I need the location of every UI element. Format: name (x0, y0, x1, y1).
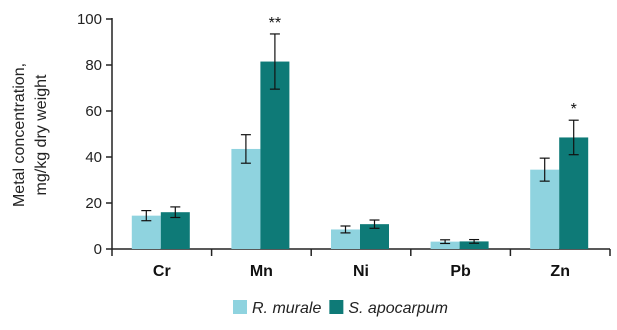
error-bar-mn-s-apocarpum (269, 33, 280, 90)
bar-pb-r-murale (430, 241, 460, 249)
x-tick-label-pb: Pb (450, 263, 471, 280)
y-tick-label-0: 0 (94, 241, 102, 258)
bar-zn-r-murale (530, 169, 560, 249)
significance-zn: * (571, 101, 577, 118)
x-tick-labels: Cr Mn Ni Pb Zn (153, 263, 570, 280)
legend-item-s-apocarpum: S. apocarpum (329, 300, 448, 317)
y-tick-label-20: 20 (85, 195, 102, 212)
bar-zn-s-apocarpum (559, 137, 589, 249)
legend-label: R. murale (252, 300, 321, 317)
y-axis-label-line-1: Metal concentration, (11, 63, 28, 207)
significance-mn: ** (269, 15, 281, 32)
legend-swatch (329, 300, 344, 314)
legend: R. murale S. apocarpum (233, 300, 448, 317)
x-tick-label-cr: Cr (153, 263, 171, 280)
significance-annotations: *** (269, 15, 577, 118)
error-bar-mn-r-murale (240, 134, 251, 164)
x-tick-label-zn: Zn (550, 263, 570, 280)
x-tick-label-ni: Ni (353, 263, 369, 280)
bar-ni-r-murale (331, 229, 360, 249)
x-tick-label-mn: Mn (250, 263, 273, 280)
error-bars (141, 33, 579, 245)
legend-swatch (233, 300, 247, 314)
bar-cr-s-apocarpum (160, 212, 190, 249)
y-tick-label-60: 60 (85, 103, 102, 120)
error-bar-cr-s-apocarpum (170, 206, 181, 219)
y-tick-label-40: 40 (85, 149, 102, 166)
y-ticks: 0 20 40 60 80 100 (77, 11, 112, 258)
error-bar-zn-s-apocarpum (568, 119, 579, 156)
bar-mn-s-apocarpum (260, 61, 290, 249)
error-bar-pb-s-apocarpum (469, 238, 480, 244)
error-bar-pb-r-murale (440, 239, 451, 245)
bar-mn-r-murale (231, 148, 261, 249)
legend-item-r-murale: R. murale (233, 300, 321, 317)
bar-pb-s-apocarpum (459, 241, 489, 249)
error-bar-zn-r-murale (539, 157, 550, 182)
y-axis-label-line-2: mg/kg dry weight (33, 74, 50, 195)
legend-label: S. apocarpum (348, 300, 448, 317)
y-tick-label-100: 100 (77, 11, 102, 28)
bars (131, 61, 589, 249)
y-tick-label-80: 80 (85, 57, 102, 74)
y-axis-label: Metal concentration, mg/kg dry weight (11, 63, 50, 207)
error-bar-cr-r-murale (141, 209, 152, 222)
error-bar-ni-r-murale (340, 225, 351, 234)
error-bar-ni-s-apocarpum (369, 219, 380, 229)
